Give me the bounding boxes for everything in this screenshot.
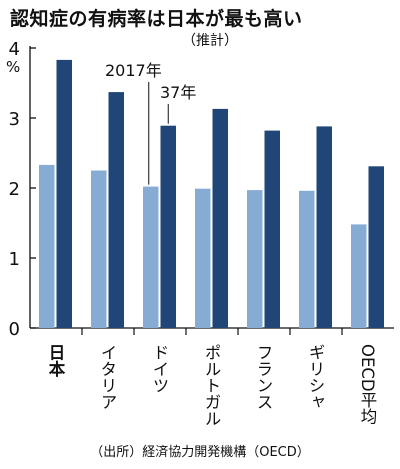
x-label-6: OECD平均	[358, 344, 377, 426]
y-tick-label-1: 1	[9, 249, 20, 270]
chart-title: 認知症の有病率は日本が最も高い	[10, 8, 303, 30]
x-label-1: イタリア	[98, 344, 117, 410]
chart-subtitle: （推計）	[182, 33, 238, 49]
bar-b-5	[316, 126, 332, 329]
y-tick-label-2: 2	[9, 179, 20, 200]
bar-a-0	[39, 164, 55, 328]
bar-a-1	[91, 170, 107, 328]
y-tick-label-0: 0	[9, 319, 20, 340]
bar-a-6	[351, 224, 367, 328]
bar-a-5	[299, 190, 315, 328]
bar-b-0	[56, 59, 72, 329]
bar-a-4	[247, 190, 263, 328]
annotation-2017: 2017年	[105, 61, 162, 80]
x-label-5: ギリシャ	[306, 344, 325, 410]
x-label-0: 日本	[46, 344, 65, 378]
y-tick-label-3: 3	[9, 109, 20, 130]
y-unit-label: %	[6, 58, 20, 76]
bar-b-1	[108, 92, 124, 328]
bar-b-2	[160, 125, 176, 328]
bar-a-2	[143, 186, 159, 328]
annotation-2037: 37年	[160, 83, 196, 102]
bar-b-4	[264, 130, 280, 328]
x-label-4: フランス	[254, 344, 273, 410]
x-label-2: ドイツ	[150, 344, 169, 394]
y-tick-label-4: 4	[9, 39, 20, 60]
bar-b-6	[368, 166, 384, 328]
x-label-3: ポルトガル	[202, 344, 221, 427]
bar-a-3	[195, 188, 211, 328]
bar-b-3	[212, 108, 228, 329]
source-note: （出所）経済協力開発機構（OECD）	[90, 445, 310, 460]
